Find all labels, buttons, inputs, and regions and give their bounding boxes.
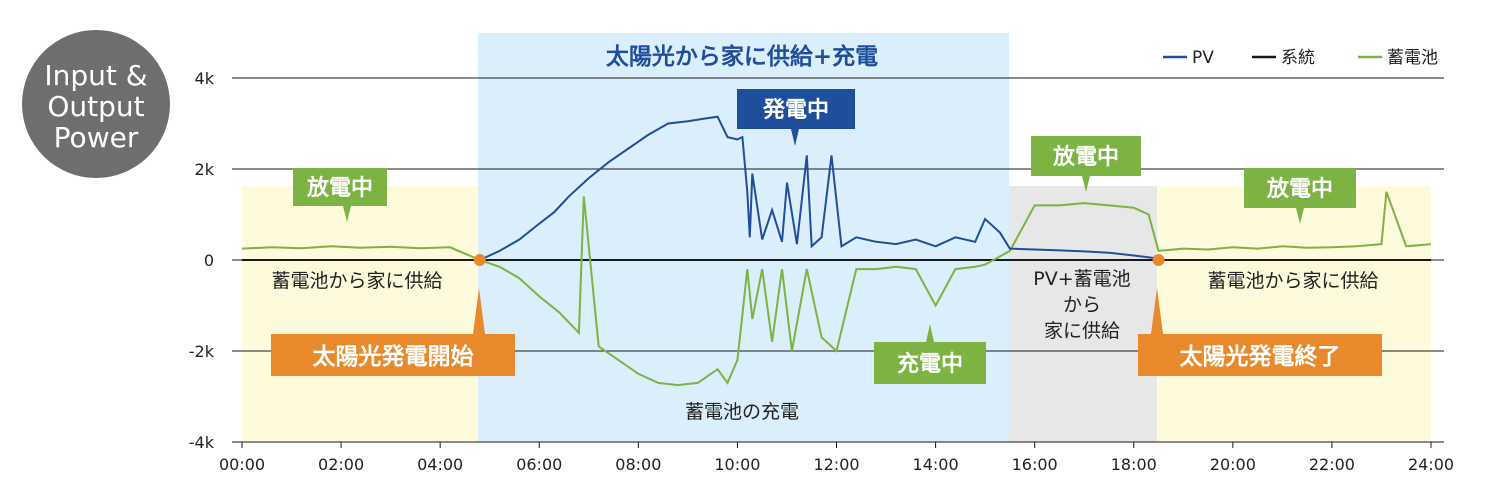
callout-solar-start-label: 太陽光発電開始 xyxy=(313,343,474,370)
x-tick-label: 18:00 xyxy=(1111,455,1157,474)
series-line-pv xyxy=(479,115,1159,261)
callout-discharging-left-label: 放電中 xyxy=(306,175,373,201)
evening-label-line3: 家に供給 xyxy=(1044,320,1120,342)
callout-generating-label: 発電中 xyxy=(762,98,829,123)
corner-badge-line2: Output xyxy=(47,90,144,123)
night-right-label: 蓄電池から家に供給 xyxy=(1207,270,1378,292)
night-left-label: 蓄電池から家に供給 xyxy=(271,270,442,292)
legend-battery-label: 蓄電池 xyxy=(1387,48,1438,68)
corner-badge: Input & Output Power xyxy=(22,30,170,178)
x-tick-label: 08:00 xyxy=(615,455,661,474)
y-tick-label: 2k xyxy=(195,160,215,179)
callout-discharging-right-label: 放電中 xyxy=(1266,176,1333,202)
daytime-region-title: 太陽光から家に供給+充電 xyxy=(606,43,878,70)
callout-discharging-right: 放電中 xyxy=(1244,168,1356,224)
night-right-region xyxy=(1157,186,1431,442)
y-tick-label: 4k xyxy=(195,69,215,88)
battery-charging-label: 蓄電池の充電 xyxy=(685,401,799,423)
x-tick-label: 12:00 xyxy=(813,455,859,474)
solar-start-marker xyxy=(473,254,486,266)
x-tick-label: 10:00 xyxy=(714,455,760,474)
callout-discharging-evening-label: 放電中 xyxy=(1052,144,1119,170)
corner-badge-line3: Power xyxy=(54,121,139,154)
x-tick-label: 22:00 xyxy=(1309,455,1355,474)
y-tick-label: -2k xyxy=(189,342,215,361)
legend-grid-label: 系統 xyxy=(1281,48,1315,68)
x-axis-tick-labels: 00:00 02:00 04:00 06:00 08:00 10:00 12:00 14:00… xyxy=(219,442,1454,474)
night-left-region xyxy=(242,186,478,442)
x-tick-label: 14:00 xyxy=(913,455,959,474)
evening-label-line2: から xyxy=(1063,294,1101,316)
callout-solar-start: 太陽光発電開始 xyxy=(271,288,515,376)
x-tick-label: 04:00 xyxy=(417,455,463,474)
x-tick-label: 16:00 xyxy=(1012,455,1058,474)
series-line-battery xyxy=(241,191,1432,387)
callout-solar-end-label: 太陽光発電終了 xyxy=(1180,343,1341,370)
evening-label-line1: PV+蓄電池 xyxy=(1033,268,1130,290)
evening-region xyxy=(1009,186,1157,442)
x-tick-label: 00:00 xyxy=(219,455,265,474)
corner-badge-line1: Input & xyxy=(44,59,147,92)
x-tick-label: 02:00 xyxy=(318,455,364,474)
callout-discharging-left: 放電中 xyxy=(293,168,387,222)
legend-pv-label: PV xyxy=(1192,48,1214,68)
x-tick-label: 06:00 xyxy=(516,455,562,474)
y-tick-label: 0 xyxy=(204,251,214,270)
callout-solar-end: 太陽光発電終了 xyxy=(1138,288,1382,376)
legend: PV 系統 蓄電池 xyxy=(1163,48,1438,68)
callout-generating: 発電中 xyxy=(737,89,855,146)
solar-end-marker xyxy=(1152,254,1165,266)
y-axis-tick-labels: 4k 2k 0 -2k -4k xyxy=(189,69,215,452)
y-tick-label: -4k xyxy=(189,433,215,452)
callout-discharging-evening: 放電中 xyxy=(1031,136,1141,192)
x-tick-label: 20:00 xyxy=(1210,455,1256,474)
x-tick-label: 24:00 xyxy=(1408,455,1454,474)
callout-charging: 充電中 xyxy=(874,324,986,384)
callout-charging-label: 充電中 xyxy=(897,351,963,377)
